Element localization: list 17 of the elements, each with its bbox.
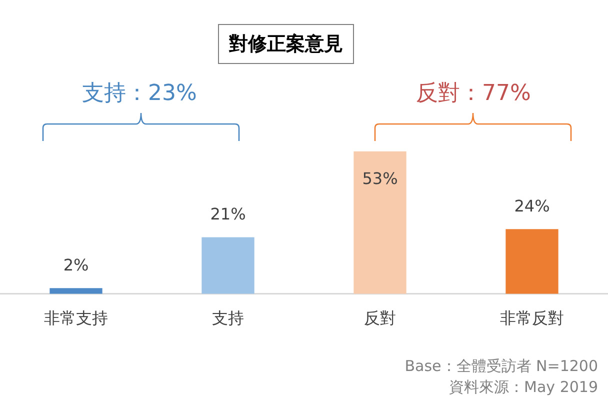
data-label: 21% bbox=[210, 204, 246, 224]
data-label: 53% bbox=[362, 168, 398, 188]
text: 支持：23% bbox=[82, 80, 197, 108]
text: 反對：77% bbox=[416, 80, 531, 108]
x-tick-label: 支持 bbox=[212, 308, 244, 328]
data-label: 2% bbox=[63, 256, 89, 275]
source-note: 資料來源：May 2019 bbox=[448, 377, 598, 398]
data-label: 24% bbox=[514, 196, 550, 216]
x-tick-label: 反對 bbox=[364, 308, 396, 328]
x-tick-label: 非常支持 bbox=[44, 308, 108, 328]
x-tick-label: 非常反對 bbox=[500, 308, 564, 328]
bar bbox=[506, 229, 558, 294]
bar bbox=[202, 237, 254, 294]
bar bbox=[354, 151, 406, 294]
text: Base：全體受訪者 N=1200 bbox=[404, 356, 598, 377]
chart-title: 對修正案意見 bbox=[218, 24, 354, 64]
bar bbox=[50, 288, 102, 294]
